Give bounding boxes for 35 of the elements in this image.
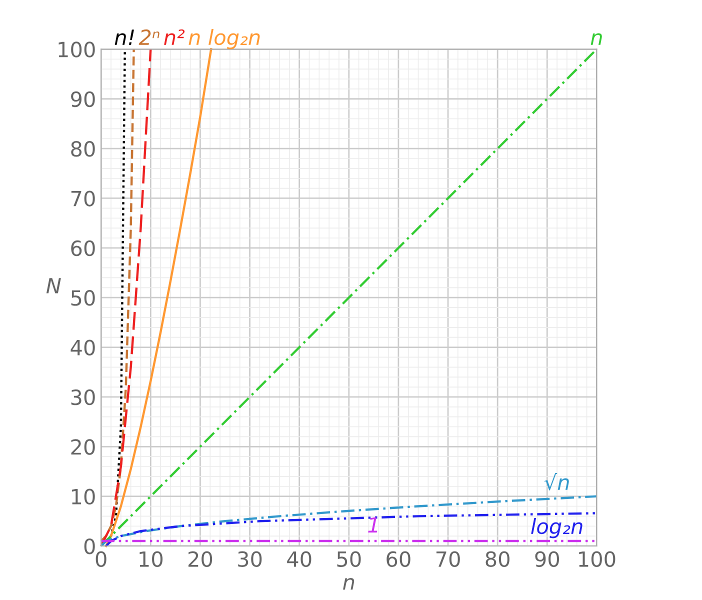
line-series — [104, 48, 212, 548]
x-tick-label: 90 — [535, 551, 560, 567]
y-axis-title: N — [46, 278, 61, 294]
x-tick-label: 30 — [238, 551, 262, 567]
x-tick-label: 20 — [188, 551, 212, 567]
x-tick-label: 100 — [579, 551, 616, 567]
y-tick-label: 60 — [71, 240, 95, 256]
y-tick-label: 20 — [71, 439, 95, 455]
x-tick-label: 50 — [337, 551, 361, 567]
y-tick-label: 80 — [71, 141, 95, 157]
series-label: n log₂n — [188, 29, 260, 50]
x-tick-label: 0 — [96, 551, 106, 567]
x-tick-label: 10 — [140, 551, 163, 567]
series-label: √n — [544, 473, 569, 490]
y-tick-label: 90 — [71, 91, 95, 108]
y-tick-label: 50 — [71, 290, 95, 306]
x-tick-label: 80 — [486, 551, 510, 567]
y-tick-label: 10 — [72, 488, 95, 505]
y-tick-label: 70 — [71, 190, 95, 206]
series-label: log₂n — [531, 518, 582, 538]
line-series — [104, 512, 598, 548]
x-tick-label: 70 — [436, 551, 460, 567]
y-tick-label: 0 — [84, 538, 95, 554]
line-series — [100, 48, 135, 542]
x-axis-title: n — [343, 578, 354, 590]
series-label: n! — [114, 30, 134, 45]
series-label: n — [590, 33, 602, 45]
x-tick-label: 40 — [287, 551, 312, 567]
y-tick-label: 100 — [58, 42, 95, 58]
x-tick-label: 60 — [386, 551, 410, 567]
series-label: 2ⁿ — [138, 29, 160, 45]
series-label: 1 — [368, 517, 378, 533]
series-label: n² — [164, 29, 185, 45]
y-tick-label: 40 — [70, 340, 95, 356]
y-tick-label: 30 — [71, 389, 95, 406]
